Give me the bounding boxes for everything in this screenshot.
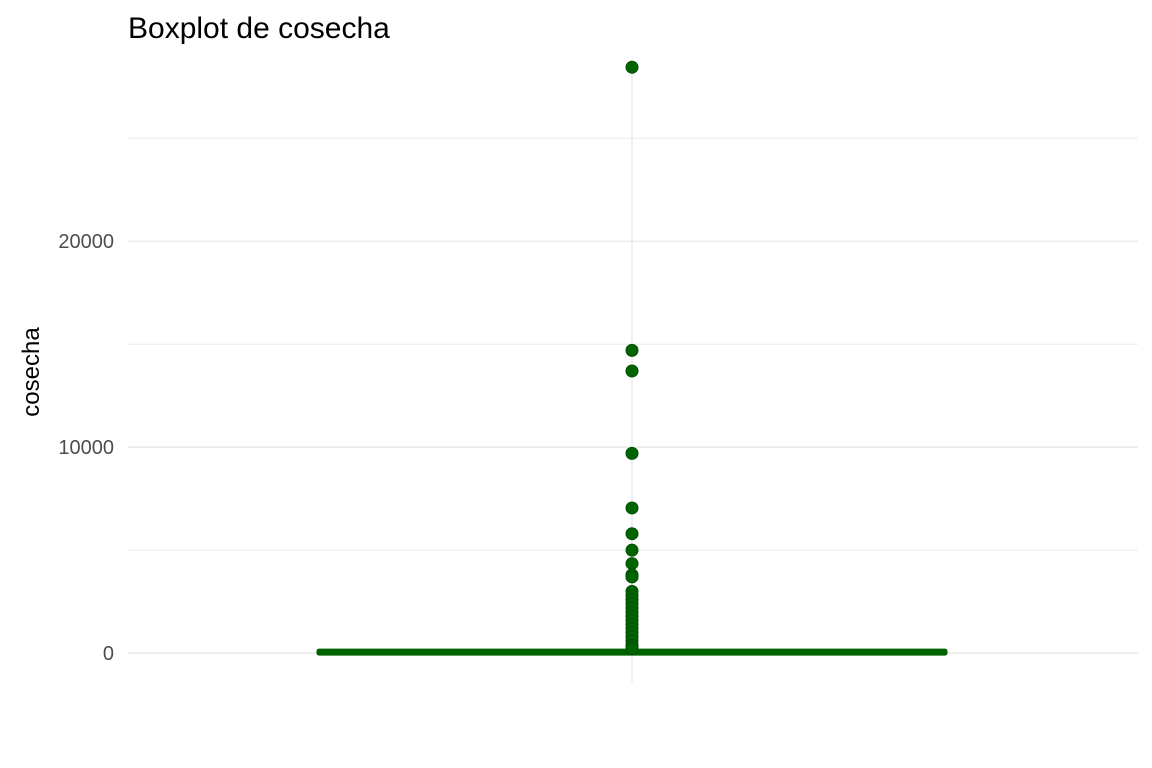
outlier-point — [625, 557, 639, 571]
outlier-point — [625, 543, 639, 557]
outlier-point — [625, 343, 639, 357]
outlier-point — [625, 60, 639, 74]
y-tick-label: 20000 — [58, 231, 114, 253]
outlier-points — [625, 60, 639, 656]
y-tick-label: 10000 — [58, 437, 114, 459]
outlier-point — [625, 642, 639, 656]
y-tick-label: 0 — [103, 643, 114, 665]
outlier-point — [625, 527, 639, 541]
outlier-point — [625, 446, 639, 460]
outlier-point — [625, 364, 639, 378]
outlier-point — [625, 570, 639, 584]
outlier-point — [625, 501, 639, 515]
y-tick-labels: 0 10000 20000 — [58, 231, 114, 665]
chart-title: Boxplot de cosecha — [128, 12, 390, 45]
